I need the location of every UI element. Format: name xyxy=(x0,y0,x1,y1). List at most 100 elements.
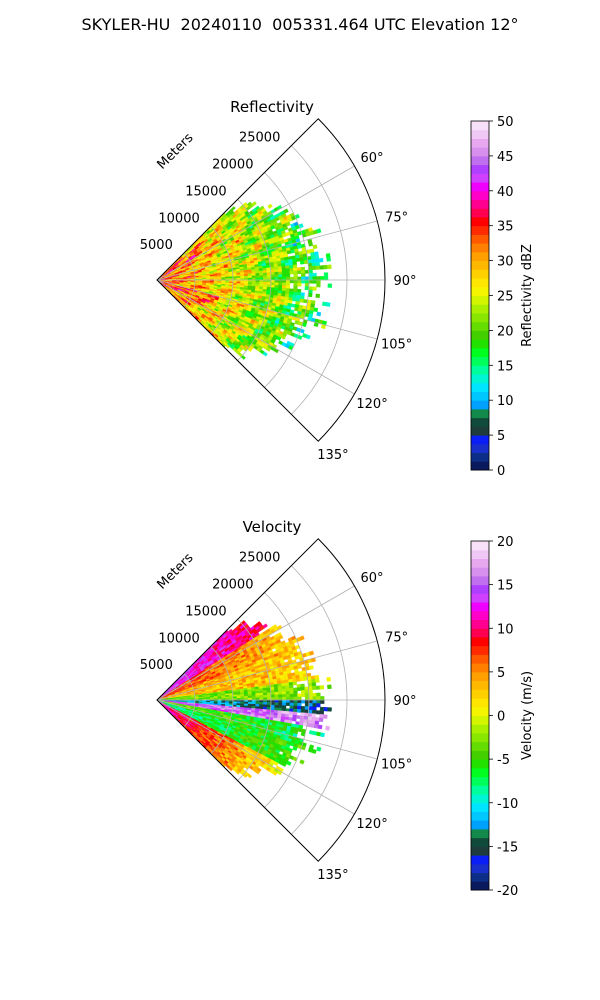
data-bin xyxy=(312,706,317,711)
data-bin xyxy=(312,699,317,704)
data-bin xyxy=(289,267,294,272)
colorbar-segment xyxy=(471,286,489,296)
data-bin xyxy=(251,693,256,697)
data-bin xyxy=(274,704,279,709)
data-bin xyxy=(282,282,287,286)
data-bin xyxy=(274,689,279,693)
data-bin xyxy=(266,694,272,698)
data-bin xyxy=(315,261,320,267)
radial-axis-label: Meters xyxy=(155,130,197,172)
data-bin xyxy=(274,274,279,278)
data-bin xyxy=(300,683,305,688)
data-bin xyxy=(282,276,287,281)
data-bin xyxy=(312,286,317,291)
data-bin xyxy=(316,283,321,288)
data-bin xyxy=(299,677,305,682)
colorbar-segment xyxy=(471,417,489,427)
data-bin xyxy=(232,696,237,699)
colorbar-segment xyxy=(471,408,489,419)
angle-spoke xyxy=(156,279,355,395)
data-bin xyxy=(320,699,325,704)
colorbar-tick-label: 15 xyxy=(497,359,514,374)
data-bin xyxy=(251,275,256,279)
angle-spoke xyxy=(156,220,378,281)
data-bin xyxy=(295,257,301,262)
data-bin xyxy=(293,696,298,701)
data-bin xyxy=(316,746,322,752)
data-bin xyxy=(297,276,302,281)
data-bin xyxy=(263,694,268,698)
data-bin xyxy=(312,276,317,281)
data-bin xyxy=(262,692,268,696)
colorbar-segment xyxy=(471,461,489,471)
data-bin xyxy=(225,343,231,349)
data-bin xyxy=(323,276,329,281)
colorbar-segment xyxy=(471,243,489,253)
data-bin xyxy=(296,288,302,293)
data-bin xyxy=(278,634,284,640)
data-bin xyxy=(293,279,298,284)
range-tick-label: 5000 xyxy=(140,238,173,253)
data-bin xyxy=(293,288,298,293)
data-bin xyxy=(240,695,245,699)
data-bin xyxy=(270,282,275,286)
data-bin xyxy=(265,346,271,352)
data-bin xyxy=(308,272,313,277)
colorbar-tick-label: 25 xyxy=(497,290,514,305)
panel-title: Reflectivity xyxy=(230,98,314,116)
colorbar-segment xyxy=(471,304,489,314)
data-bin xyxy=(278,271,283,275)
data-bin xyxy=(274,694,279,698)
data-bin xyxy=(297,282,302,287)
data-bin xyxy=(255,695,260,699)
data-bin xyxy=(266,702,272,706)
colorbar-segment xyxy=(471,374,489,384)
colorbar-tick-label: 0 xyxy=(497,464,505,479)
data-bin xyxy=(278,705,283,709)
data-bin xyxy=(244,275,249,279)
data-bin xyxy=(316,228,322,234)
data-bin xyxy=(311,265,317,271)
data-bin xyxy=(262,272,268,276)
data-bin xyxy=(326,256,331,262)
angle-tick-label: 105° xyxy=(381,338,412,353)
colorbar-segment xyxy=(471,234,489,244)
data-bin xyxy=(285,693,291,698)
data-bin xyxy=(278,699,283,703)
angle-spoke xyxy=(156,279,378,340)
velocity-panel: Velocity60°75°90°105°120°135°50001000015… xyxy=(140,518,535,899)
data-bin xyxy=(312,692,317,697)
data-bin xyxy=(251,201,257,207)
data-bin xyxy=(288,264,294,269)
data-bin xyxy=(281,285,287,289)
data-bin xyxy=(232,276,237,279)
data-bin xyxy=(282,702,287,706)
colorbar-segment xyxy=(471,356,489,366)
range-tick-label: 15000 xyxy=(185,184,226,199)
data-bin xyxy=(304,699,310,704)
data-bin xyxy=(304,286,310,291)
data-bin xyxy=(286,760,292,766)
colorbar-segment xyxy=(471,190,489,201)
data-bin xyxy=(315,293,320,299)
data-bin xyxy=(308,241,314,247)
data-bin xyxy=(313,307,319,313)
data-bin xyxy=(266,274,272,278)
data-bin xyxy=(285,699,291,704)
colorbar-segment xyxy=(471,312,489,323)
colorbar-tick-label: 5 xyxy=(497,429,505,444)
data-bin xyxy=(316,699,321,704)
data-bin xyxy=(304,279,310,284)
data-bin xyxy=(319,714,324,719)
colorbar-segment xyxy=(471,330,489,340)
data-bin xyxy=(281,705,287,709)
data-bin xyxy=(278,282,283,286)
data-bin xyxy=(312,272,317,277)
data-bin xyxy=(316,279,321,284)
data-bin xyxy=(300,686,306,691)
data-bin xyxy=(315,685,321,690)
data-bin xyxy=(315,678,320,683)
data-bin xyxy=(282,699,287,704)
data-bin xyxy=(301,279,306,284)
colorbar-segment xyxy=(471,452,489,462)
